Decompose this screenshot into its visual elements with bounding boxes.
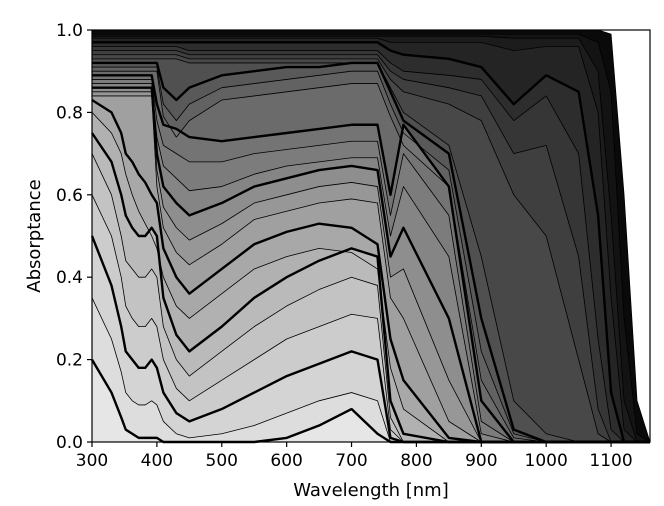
y-tick-label-3: 0.6 — [56, 186, 83, 206]
series-line-3 — [92, 37, 650, 443]
x-tick-label-7: 1000 — [525, 451, 568, 471]
area-layer-24 — [92, 297, 650, 442]
x-tick-label-5: 800 — [400, 451, 432, 471]
x-axis-label: Wavelength [nm] — [293, 480, 449, 501]
x-tick-label-2: 500 — [206, 451, 238, 471]
y-tick-label-5: 1.0 — [56, 21, 83, 41]
area-layer-21 — [92, 153, 650, 442]
series-line-1 — [92, 33, 651, 443]
x-tick-label-4: 700 — [335, 451, 367, 471]
axis-ticks: 300 400 500 600 700 800 900 1000 1100 0.0 0.2 0.4 0.… — [56, 21, 633, 471]
area-layer-22 — [92, 194, 650, 442]
y-axis-label: Absorptance — [24, 179, 45, 292]
y-tick-label-1: 0.2 — [56, 351, 83, 371]
series-line-6 — [92, 50, 650, 443]
series-line-5 — [92, 46, 650, 443]
plot-frame — [91, 29, 651, 443]
series-lines — [90, 29, 651, 444]
y-tick-label-0: 0.0 — [56, 433, 83, 453]
series-line-7 — [92, 54, 650, 443]
y-tick-label-2: 0.4 — [56, 268, 83, 288]
series-line-2 — [92, 35, 650, 443]
y-tick-label-4: 0.8 — [56, 103, 83, 123]
area-layers — [92, 30, 650, 443]
x-tick-label-1: 400 — [141, 451, 173, 471]
x-tick-label-3: 600 — [270, 451, 302, 471]
x-tick-label-8: 1100 — [589, 451, 632, 471]
x-tick-label-6: 900 — [465, 451, 497, 471]
series-line-4 — [92, 41, 650, 444]
x-tick-label-0: 300 — [76, 451, 108, 471]
